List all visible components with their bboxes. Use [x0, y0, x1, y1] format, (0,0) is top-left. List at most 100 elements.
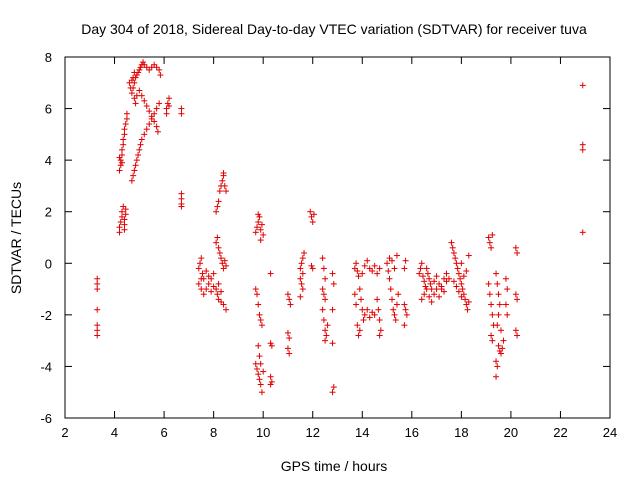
- x-tick-label: 8: [210, 425, 217, 440]
- data-point: [419, 273, 426, 280]
- data-point: [299, 270, 306, 277]
- data-point: [308, 262, 315, 269]
- data-point: [286, 350, 293, 357]
- x-axis-label: GPS time / hours: [281, 458, 388, 474]
- data-point: [156, 66, 163, 73]
- data-point: [120, 141, 127, 148]
- data-point: [136, 146, 143, 153]
- data-point: [361, 311, 368, 318]
- data-point: [514, 249, 521, 256]
- data-point: [493, 358, 500, 365]
- data-point: [361, 262, 368, 269]
- data-point: [579, 82, 586, 89]
- data-point: [454, 265, 461, 272]
- data-point: [514, 296, 521, 303]
- data-point: [389, 257, 395, 264]
- data-point: [433, 273, 440, 280]
- data-point: [141, 131, 148, 138]
- data-point: [199, 270, 206, 277]
- data-point: [121, 226, 128, 233]
- data-point: [284, 329, 291, 336]
- data-point: [118, 208, 125, 215]
- data-point: [384, 260, 391, 267]
- data-point: [322, 275, 329, 282]
- data-point: [488, 244, 495, 251]
- data-point: [122, 211, 129, 218]
- data-point: [298, 260, 305, 267]
- data-point: [364, 257, 371, 264]
- data-point: [255, 342, 262, 349]
- data-point: [579, 229, 586, 236]
- data-point: [377, 327, 384, 334]
- data-point: [498, 327, 504, 334]
- data-point: [436, 293, 443, 300]
- data-point: [116, 229, 123, 236]
- data-point: [257, 360, 264, 367]
- data-point: [301, 249, 308, 256]
- data-point: [256, 213, 263, 220]
- data-point: [255, 219, 262, 226]
- data-point: [213, 286, 220, 293]
- data-point: [128, 90, 135, 97]
- data-point: [465, 252, 472, 259]
- data-point: [143, 126, 150, 133]
- data-point: [441, 288, 448, 295]
- data-point: [323, 332, 330, 339]
- data-point: [329, 306, 336, 313]
- data-point: [258, 221, 265, 228]
- data-point: [94, 275, 101, 282]
- data-point: [422, 283, 429, 290]
- data-point: [455, 288, 462, 295]
- data-point: [356, 327, 363, 334]
- data-point: [448, 239, 455, 246]
- data-point: [136, 66, 143, 73]
- data-point: [460, 273, 467, 280]
- data-point: [118, 159, 125, 166]
- data-point: [218, 288, 225, 295]
- y-axis: -6 -4 -2 0 2 4 6 8: [40, 50, 610, 426]
- data-point: [386, 275, 393, 282]
- data-point: [450, 278, 457, 285]
- data-point: [223, 306, 230, 313]
- data-point: [465, 298, 472, 305]
- data-point: [376, 317, 383, 324]
- data-point: [502, 301, 509, 308]
- data-point: [258, 389, 265, 396]
- data-point: [393, 252, 400, 259]
- data-point: [153, 105, 160, 112]
- data-point: [494, 280, 501, 287]
- x-tick-label: 14: [355, 425, 369, 440]
- y-tick-label: 8: [45, 50, 52, 65]
- data-point: [136, 87, 143, 94]
- data-point: [488, 301, 495, 308]
- data-point: [130, 172, 137, 179]
- data-point: [376, 332, 383, 339]
- data-point: [94, 286, 101, 293]
- data-point: [218, 255, 225, 262]
- data-point: [421, 291, 428, 298]
- data-point: [257, 381, 264, 388]
- data-point: [371, 262, 378, 269]
- data-point: [329, 340, 336, 347]
- data-point: [164, 100, 171, 107]
- data-point: [359, 270, 366, 277]
- data-point: [163, 110, 170, 117]
- data-point: [499, 345, 506, 352]
- data-point: [154, 128, 161, 135]
- data-point: [512, 291, 519, 298]
- data-point: [205, 280, 212, 287]
- data-point: [213, 208, 220, 215]
- data-point: [156, 100, 163, 107]
- y-tick-label: -2: [40, 308, 52, 323]
- data-point: [353, 260, 360, 267]
- data-point: [452, 255, 459, 262]
- data-point: [216, 188, 223, 195]
- data-point: [393, 301, 400, 308]
- data-point: [257, 317, 264, 324]
- data-point: [255, 371, 262, 378]
- data-point: [94, 332, 101, 339]
- data-point: [374, 270, 381, 277]
- data-point: [255, 301, 262, 308]
- data-point: [214, 234, 221, 241]
- data-point: [178, 190, 185, 197]
